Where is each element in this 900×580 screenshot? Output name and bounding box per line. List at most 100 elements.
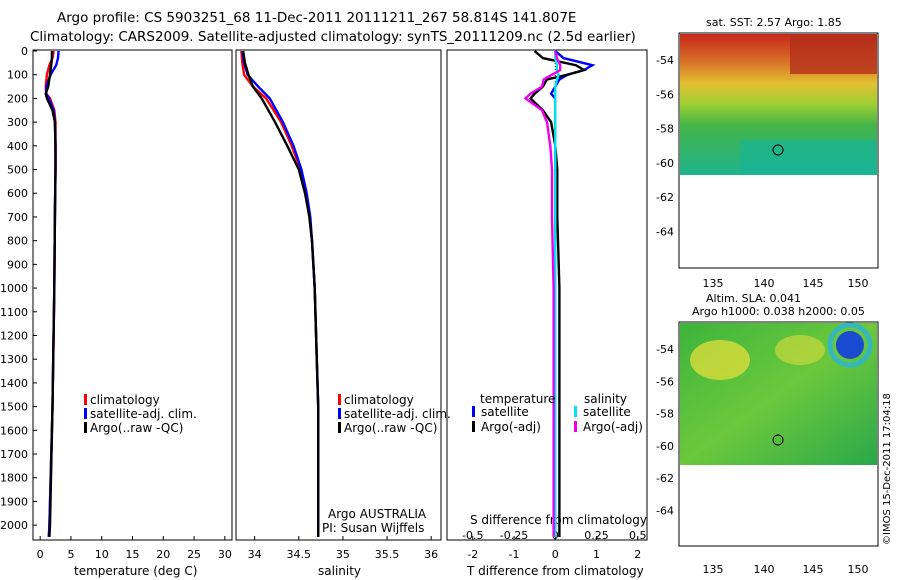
series-salinity-2 — [242, 50, 320, 537]
legend-s-argo: Argo(-adj) — [583, 420, 643, 434]
depth-tick-label: 900 — [7, 258, 28, 271]
x-top-tick-label: 0.25 — [584, 529, 609, 542]
difference-panel-frame — [446, 49, 648, 541]
sla-blue-eddy — [836, 331, 864, 359]
legend-swatch-climatology — [84, 394, 87, 405]
legend-t-satellite: satellite — [481, 405, 529, 419]
depth-tick-label: 800 — [7, 235, 28, 248]
legend-climatology: climatology — [90, 393, 160, 407]
series-layer — [44, 50, 596, 538]
temperature-axis-label: temperature (deg C) — [74, 564, 197, 578]
map-lon-tick: 140 — [754, 563, 775, 576]
float-info: Argo AUSTRALIA PI: Susan Wijffels — [322, 507, 427, 535]
map-lat-tick: -58 — [656, 123, 674, 136]
depth-axis: 0 100 200 300 400 500 600 700 800 900 1000 1100 1200… — [0, 45, 37, 532]
map-lon-tick: 135 — [703, 563, 724, 576]
map-lat-tick: -60 — [656, 157, 674, 170]
map-lon-tick: 145 — [803, 277, 824, 290]
depth-tick-label: 0 — [21, 45, 28, 58]
legend-swatch-s-satellite — [574, 406, 577, 417]
salinity-legend: climatology satellite-adj. clim. Argo(..… — [338, 393, 451, 435]
depth-tick-label: 1300 — [0, 353, 28, 366]
legend-satellite: satellite-adj. clim. — [344, 407, 451, 421]
depth-tick-label: 1700 — [0, 448, 28, 461]
sst-title: sat. SST: 2.57 Argo: 1.85 — [706, 16, 842, 29]
depth-tick-label: 100 — [7, 69, 28, 82]
map-lon-tick: 150 — [848, 563, 869, 576]
temperature-legend: climatology satellite-adj. clim. Argo(..… — [84, 393, 197, 435]
x-tick-label: 34.5 — [287, 548, 312, 561]
x-tick-label: 15 — [126, 548, 140, 561]
x-tick-label: 34 — [248, 548, 262, 561]
x-tick-label: 25 — [187, 548, 201, 561]
x-tick-label: 30 — [218, 548, 232, 561]
sst-warm-patch — [790, 34, 877, 74]
sla-float-marker — [772, 434, 784, 446]
series-difference-1 — [528, 50, 588, 537]
sla-title-1: Altim. SLA: 0.041 — [706, 292, 801, 305]
x-tick-label: 35.5 — [375, 548, 400, 561]
x-tick-label: 0 — [37, 548, 44, 561]
x-top-tick-label: 0.5 — [629, 529, 647, 542]
sla-yellow-patch — [690, 340, 750, 380]
legend-swatch-t-argo — [472, 421, 475, 432]
legend-swatch-t-satellite — [472, 406, 475, 417]
sla-yellow-patch — [775, 335, 825, 365]
legend-satellite: satellite-adj. clim. — [90, 407, 197, 421]
difference-legend: temperature salinity satellite Argo(-adj… — [472, 392, 643, 434]
x-tick-label: -1 — [509, 548, 520, 561]
map-lat-tick: -64 — [656, 505, 674, 518]
legend-climatology: climatology — [344, 393, 414, 407]
map-lat-tick: -64 — [656, 226, 674, 239]
legend-swatch-satellite — [84, 408, 87, 419]
sla-map — [678, 321, 879, 547]
map-lat-tick: -54 — [656, 54, 674, 67]
depth-tick-label: 1400 — [0, 377, 28, 390]
float-program: Argo AUSTRALIA — [328, 507, 427, 521]
map-lon-tick: 145 — [803, 563, 824, 576]
x-tick-label: 10 — [95, 548, 109, 561]
sla-title-2: Argo h1000: 0.038 h2000: 0.05 — [692, 305, 865, 318]
legend-swatch-argo — [84, 422, 87, 433]
series-difference-2 — [554, 51, 560, 537]
map-lat-tick: -58 — [656, 408, 674, 421]
depth-tick-label: 1900 — [0, 495, 28, 508]
depth-tick-label: 1600 — [0, 424, 28, 437]
map-lat-tick: -56 — [656, 375, 674, 388]
sst-map — [678, 32, 879, 269]
depth-tick-label: 700 — [7, 211, 28, 224]
depth-tick-label: 1000 — [0, 282, 28, 295]
sla-blue-eddy-halo — [827, 322, 873, 368]
x-tick-label: 35 — [336, 548, 350, 561]
series-temperature-2 — [44, 51, 57, 538]
depth-tick-label: 1500 — [0, 401, 28, 414]
x-tick-label: -2 — [467, 548, 478, 561]
depth-tick-label: 1800 — [0, 472, 28, 485]
map-lat-tick: -62 — [656, 191, 674, 204]
legend-s-satellite: satellite — [583, 405, 631, 419]
series-salinity-1 — [241, 50, 320, 537]
salinity-panel-frame — [235, 49, 442, 541]
map-lon-tick: 140 — [754, 277, 775, 290]
legend-swatch-climatology — [338, 394, 341, 405]
legend-argo: Argo(..raw -QC) — [344, 421, 437, 435]
series-salinity-0 — [240, 50, 320, 537]
credit-text: ©IMOS 15-Dec-2011 17:04:18 — [882, 393, 893, 545]
depth-tick-label: 1100 — [0, 306, 28, 319]
title-line-1: Argo profile: CS 5903251_68 11-Dec-2011 … — [57, 10, 577, 26]
legend-t-argo: Argo(-adj) — [481, 420, 541, 434]
map-lat-tick: -54 — [656, 343, 674, 356]
legend-argo: Argo(..raw -QC) — [90, 421, 183, 435]
x-top-tick-label: -0.25 — [500, 529, 528, 542]
legend-temperature-heading: temperature — [480, 392, 555, 406]
depth-tick-label: 400 — [7, 140, 28, 153]
salinity-axis-label: salinity — [318, 564, 361, 578]
temperature-panel-frame — [32, 49, 233, 541]
map-lat-tick: -60 — [656, 440, 674, 453]
t-diff-axis-label: T difference from climatology — [466, 564, 644, 578]
map-lon-tick: 150 — [848, 277, 869, 290]
sst-cool-patch — [740, 140, 877, 175]
map-axes: -54 -56 -58 -60 -62 -64 135 140 145 150 -54 -56 -58 -… — [656, 54, 868, 576]
x-tick-label: 2 — [634, 548, 641, 561]
series-difference-3 — [523, 50, 562, 537]
